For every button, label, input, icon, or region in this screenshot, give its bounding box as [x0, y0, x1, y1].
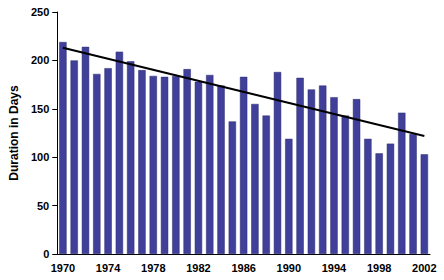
svg-text:1986: 1986: [231, 262, 255, 274]
svg-text:1978: 1978: [141, 262, 165, 274]
svg-text:100: 100: [31, 151, 49, 163]
svg-text:150: 150: [31, 103, 49, 115]
svg-text:1998: 1998: [367, 262, 391, 274]
svg-text:0: 0: [43, 248, 49, 260]
svg-text:1994: 1994: [322, 262, 347, 274]
svg-text:1982: 1982: [186, 262, 210, 274]
svg-text:250: 250: [31, 6, 49, 18]
svg-text:2002: 2002: [412, 262, 436, 274]
svg-text:200: 200: [31, 54, 49, 66]
svg-text:1990: 1990: [277, 262, 301, 274]
svg-text:Duration in Days: Duration in Days: [7, 85, 21, 181]
svg-text:50: 50: [37, 200, 49, 212]
svg-text:1974: 1974: [96, 262, 121, 274]
svg-text:1970: 1970: [51, 262, 75, 274]
